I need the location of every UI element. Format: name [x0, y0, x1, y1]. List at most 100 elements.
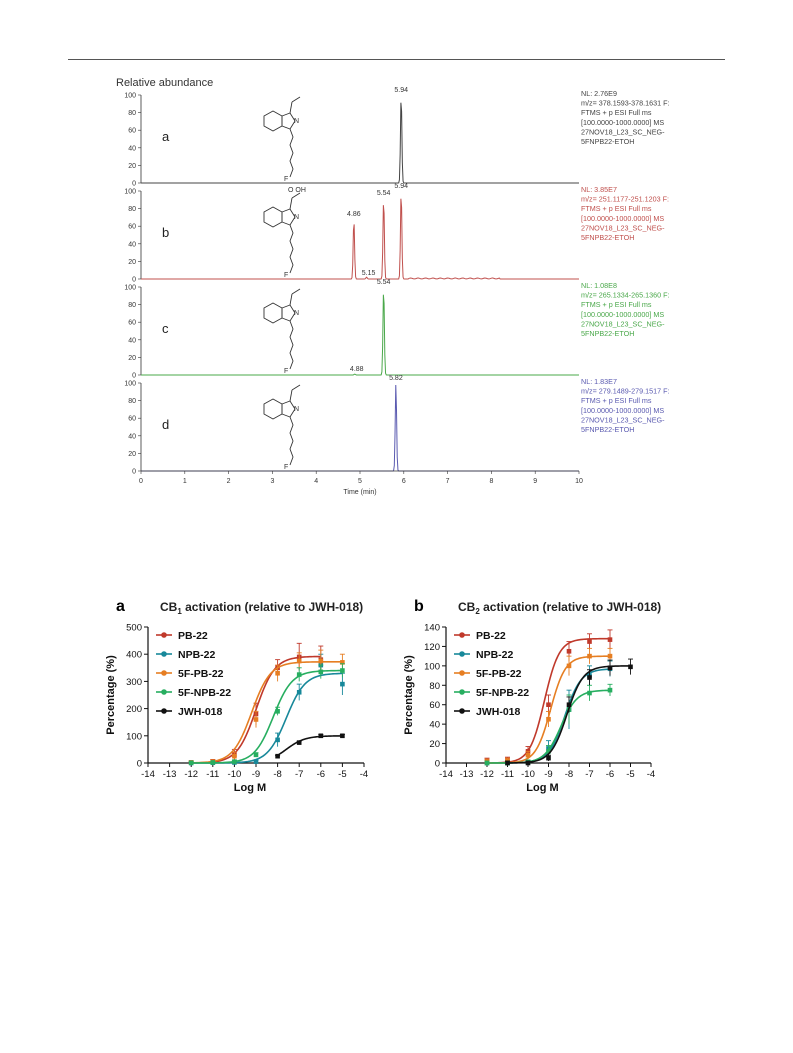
- x-tick-label: 4: [314, 478, 318, 485]
- title-subscript: 1: [177, 607, 182, 616]
- data-point: [253, 752, 259, 758]
- trace-info-line: 5FNPB22-ETOH: [581, 425, 634, 434]
- legend-marker: [459, 651, 465, 657]
- chromatogram-figure: Relative abundance0204060801005.94aNFNL:…: [116, 77, 670, 496]
- x-tick-label: -10: [521, 769, 535, 780]
- title-main: CB: [458, 600, 476, 614]
- y-tick-label: 20: [429, 739, 440, 750]
- ester-bond: [291, 384, 301, 391]
- x-tick-label: 0: [139, 478, 143, 485]
- fit-curve: [191, 661, 343, 764]
- x-tick-label: -7: [585, 769, 593, 780]
- x-tick-label: -8: [565, 769, 573, 780]
- data-point: [296, 740, 302, 745]
- trace-info-line: NL: 1.08E8: [581, 281, 617, 290]
- trace-info-line: m/z= 265.1334-265.1360 F:: [581, 291, 670, 300]
- trace-info-line: 27NOV18_L23_SC_NEG-: [581, 127, 665, 136]
- trace-info-line: [100.0000-1000.0000] MS: [581, 310, 664, 319]
- data-point: [587, 653, 592, 659]
- y-tick-label: 60: [128, 320, 136, 327]
- series-5f-pb-22: 5F-PB-22: [454, 647, 613, 765]
- data-point: [340, 681, 345, 687]
- legend-label: JWH-018: [476, 706, 521, 718]
- chart-title: CB2 activation (relative to JWH-018): [458, 600, 661, 616]
- fluorine-atom: F: [284, 272, 288, 279]
- x-tick-label: 8: [489, 478, 493, 485]
- x-tick-label: -5: [626, 769, 634, 780]
- y-tick-label: 140: [424, 623, 440, 634]
- y-tick-label: 40: [429, 720, 440, 731]
- data-point: [210, 760, 216, 765]
- nitrogen-atom: N: [294, 406, 299, 413]
- peak-label: 5.94: [394, 87, 408, 94]
- y-tick-label: 20: [128, 163, 136, 170]
- legend-label: PB-22: [476, 630, 506, 642]
- x-tick-label: 7: [446, 478, 450, 485]
- peak-label: 5.82: [389, 375, 403, 382]
- carbonyl-bond: [289, 101, 293, 114]
- y-tick-label: 0: [137, 759, 142, 770]
- x-tick-label: 10: [575, 478, 583, 485]
- panel-letter: a: [162, 129, 170, 144]
- data-point: [318, 669, 324, 675]
- y-tick-label: 100: [124, 381, 136, 388]
- data-point: [296, 658, 302, 664]
- y-tick-label: 80: [128, 110, 136, 117]
- x-tick-label: 2: [227, 478, 231, 485]
- pyrazole-ring: [281, 112, 296, 130]
- y-tick-label: 0: [132, 373, 136, 380]
- series-5f-pb-22: 5F-PB-22: [156, 649, 345, 765]
- data-point: [525, 760, 531, 766]
- y-tick-label: 500: [126, 623, 142, 634]
- data-point: [318, 733, 324, 739]
- peak-label: 5.54: [377, 190, 391, 197]
- y-tick-label: 100: [124, 189, 136, 196]
- data-point: [275, 753, 280, 759]
- trace-info-line: 27NOV18_L23_SC_NEG-: [581, 415, 665, 424]
- trace-info-line: 27NOV18_L23_SC_NEG-: [581, 223, 665, 232]
- y-tick-label: 300: [126, 677, 142, 688]
- title-main: CB: [160, 600, 178, 614]
- nitrogen-atom: N: [294, 310, 299, 317]
- data-point: [566, 648, 572, 654]
- page-header-rule: [68, 59, 725, 60]
- trace-info-line: 5FNPB22-ETOH: [581, 329, 634, 338]
- chromatogram-trace: [141, 384, 579, 472]
- pyrazole-ring: [281, 208, 296, 226]
- chromatogram-trace: [141, 198, 579, 280]
- trace-info-line: NL: 2.76E9: [581, 89, 617, 98]
- fluorine-atom: F: [284, 464, 288, 471]
- legend-marker: [161, 632, 167, 638]
- y-axis-title: Percentage (%): [105, 655, 117, 735]
- x-tick-label: -6: [606, 769, 614, 780]
- carbonyl-bond: [289, 389, 293, 402]
- legend-marker: [459, 632, 465, 638]
- x-tick-label: -5: [338, 769, 346, 780]
- x-tick-label: 9: [533, 478, 537, 485]
- x-tick-label: 3: [270, 478, 274, 485]
- benzene-ring: [263, 398, 283, 420]
- structure-label: O OH: [288, 187, 306, 194]
- x-tick-label: 6: [402, 478, 406, 485]
- chromatogram-trace: [141, 294, 579, 376]
- peak-label: 5.15: [362, 270, 376, 277]
- y-tick-label: 80: [429, 681, 440, 692]
- chart-letter: a: [116, 598, 125, 615]
- pentyl-chain: [289, 416, 294, 466]
- data-point: [275, 709, 280, 714]
- data-point: [587, 639, 592, 644]
- x-tick-label: -4: [360, 769, 368, 780]
- chart-letter: b: [414, 598, 424, 615]
- nitrogen-atom: N: [294, 118, 299, 125]
- data-point: [546, 749, 551, 754]
- benzene-ring: [263, 110, 283, 132]
- legend-label: NPB-22: [178, 649, 216, 661]
- dose-response-cb2: b CB2 activation (relative to JWH-018) 0 20…: [403, 598, 661, 794]
- dose-response-cb1: a CB1 activation (relative to JWH-018) 0 10…: [105, 598, 368, 794]
- x-tick-label: -12: [480, 769, 494, 780]
- x-tick-label: -14: [439, 769, 453, 780]
- legend-label: NPB-22: [476, 649, 514, 661]
